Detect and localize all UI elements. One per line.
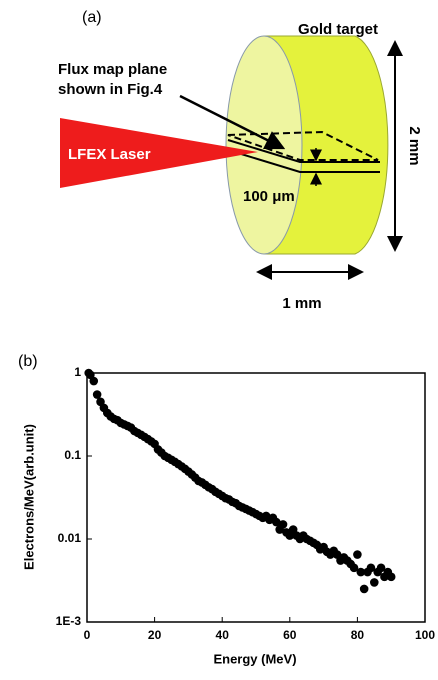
data-point bbox=[356, 567, 366, 577]
thickness-label: 100 μm bbox=[243, 188, 295, 205]
plane-label: shown in Fig.4 bbox=[58, 81, 163, 98]
data-point bbox=[366, 563, 376, 573]
data-point bbox=[92, 390, 102, 399]
width-label: 1 mm bbox=[282, 295, 321, 312]
slab bbox=[227, 139, 380, 173]
y-tick-label: 1E-3 bbox=[56, 614, 82, 628]
data-point bbox=[278, 520, 288, 529]
cylinder-face bbox=[225, 35, 303, 255]
y-axis-label: Electrons/MeV(arb.unit) bbox=[21, 424, 36, 570]
data-point bbox=[89, 376, 99, 386]
x-tick-label: 60 bbox=[283, 628, 297, 642]
height-label: 2 mm bbox=[406, 126, 423, 165]
data-point bbox=[353, 550, 362, 559]
data-point bbox=[386, 572, 396, 582]
pointer bbox=[179, 94, 286, 150]
data-point bbox=[349, 563, 359, 573]
x-tick-label: 100 bbox=[415, 628, 435, 642]
laser-label: LFEX Laser bbox=[68, 146, 151, 163]
x-tick-label: 80 bbox=[351, 628, 365, 642]
x-tick-label: 0 bbox=[84, 628, 91, 642]
plane-label: Flux map plane bbox=[58, 61, 167, 78]
plot-frame bbox=[86, 372, 426, 623]
data-point bbox=[376, 563, 386, 573]
y-tick-label: 1 bbox=[74, 365, 81, 379]
panel-label: (b) bbox=[18, 353, 38, 370]
x-tick-label: 40 bbox=[216, 628, 230, 642]
x-axis-label: Energy (MeV) bbox=[213, 651, 296, 666]
laser bbox=[60, 118, 258, 188]
panel-label: (a) bbox=[82, 9, 102, 26]
data-point bbox=[271, 517, 281, 527]
y-tick-label: 0.01 bbox=[58, 531, 82, 545]
data-point bbox=[370, 578, 379, 587]
data-point bbox=[359, 584, 369, 594]
flux-plane bbox=[227, 130, 379, 161]
x-tick-label: 20 bbox=[148, 628, 162, 642]
target-label: Gold target bbox=[298, 21, 378, 38]
y-tick-label: 0.1 bbox=[64, 448, 81, 462]
